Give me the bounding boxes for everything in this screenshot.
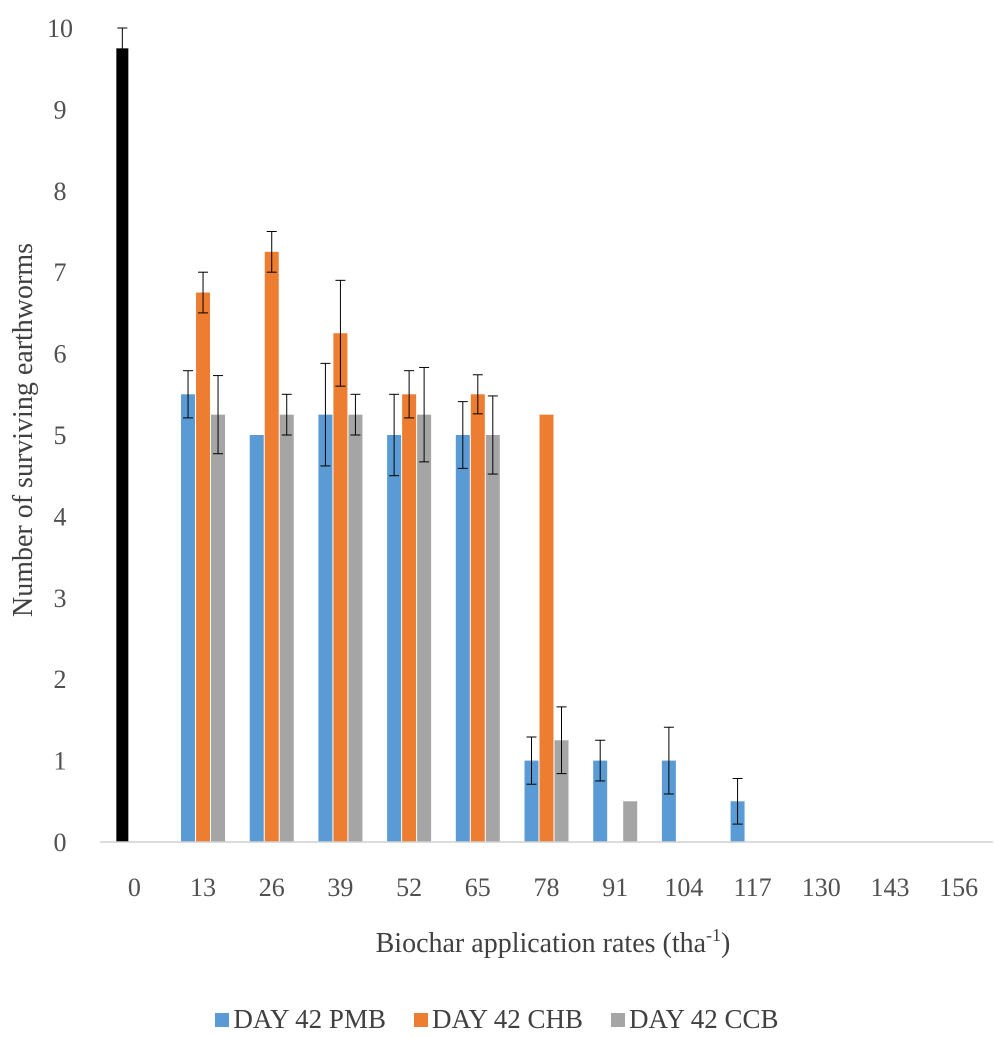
bar-s0-65 [455,435,470,842]
errorbar-s2-78 [556,706,567,775]
errorbar-s0-39 [320,362,331,467]
errorbar-s0-13 [183,370,194,419]
bars-group [116,48,745,843]
legend-swatch [215,1012,230,1027]
x-tick-label: 117 [734,873,772,902]
bar-s2-65 [485,435,500,842]
bar-s1-39 [333,333,348,842]
legend-label: DAY 42 CHB [431,1004,584,1034]
x-tick-label: 13 [190,873,216,902]
x-axis-ticks: 0 13 26 39 52 65 78 91 104 117 130 143 156 [128,873,978,902]
x-tick-label: 39 [327,873,353,902]
y-tick-label: 1 [54,747,67,776]
errorbar-s2-65 [487,395,498,475]
x-tick-label: 52 [396,873,422,902]
x-axis-title-end: ) [721,928,730,959]
errorbar-s1-26 [266,231,277,273]
bar-s2-91 [623,801,638,842]
errorbar-s2-39 [350,393,361,436]
y-tick-label: 0 [54,828,67,857]
x-tick-label: 130 [802,873,841,902]
y-tick-label: 9 [54,95,67,124]
errorbar-s2-52 [419,366,430,463]
bar-s1-52 [402,394,417,842]
x-tick-label: 143 [870,873,909,902]
y-tick-label: 4 [54,502,67,531]
bar-s0-52 [387,435,402,842]
x-axis-title-main: Biochar application rates (tha [376,928,707,959]
errorbar-s2-13 [213,375,224,455]
legend-swatch [413,1012,428,1027]
bar-s2-52 [417,414,432,842]
y-tick-label: 7 [54,258,67,287]
errorbar-s1-39 [335,279,346,387]
errorbar-s1-52 [404,370,415,419]
bar-s1-78 [539,414,554,842]
y-tick-label: 3 [54,584,67,613]
legend-item-2: DAY 42 CCB [611,1004,779,1035]
bar-s2-13 [211,414,226,842]
errorbar-s0-91 [595,739,606,782]
bar-s2-78 [554,740,569,842]
x-tick-label: 104 [664,873,703,902]
y-tick-label: 6 [54,340,67,369]
x-tick-label: 65 [465,873,491,902]
bar-s1-65 [470,394,485,842]
x-tick-label: 78 [534,873,560,902]
x-tick-label: 91 [602,873,628,902]
legend-item-0: DAY 42 PMB [215,1004,386,1035]
errorbar-control-0 [117,27,128,70]
x-tick-label: 0 [128,873,141,902]
errorbar-s0-65 [457,401,468,469]
legend-item-1: DAY 42 CHB [413,1004,584,1035]
x-axis-title-sup: -1 [706,925,721,945]
x-tick-label: 156 [939,873,978,902]
errorbar-s0-78 [526,736,537,785]
error-bars-group [117,27,743,825]
x-tick-label: 26 [259,873,285,902]
errorbar-s0-104 [663,726,674,795]
y-tick-label: 5 [54,421,67,450]
legend: DAY 42 PMB DAY 42 CHB DAY 42 CCB [0,1004,994,1035]
bar-s1-26 [264,251,279,843]
y-axis-title: Number of surviving earthworms [8,243,39,617]
y-tick-label: 2 [54,665,67,694]
bar-s0-13 [181,394,196,842]
bar-control-0 [116,48,129,843]
errorbar-s0-52 [389,393,400,477]
legend-label: DAY 42 CCB [629,1004,779,1034]
errorbar-s2-26 [281,393,292,436]
y-tick-label: 8 [54,177,67,206]
errorbar-s1-65 [472,374,483,415]
legend-label: DAY 42 PMB [233,1004,386,1034]
bar-s2-39 [348,414,363,842]
bar-s0-104 [661,760,676,842]
y-axis-ticks: 0 1 2 3 4 5 6 7 8 9 10 [47,14,73,857]
bar-s1-13 [196,292,211,842]
y-tick-label: 10 [47,14,73,43]
bar-s2-26 [279,414,294,842]
bar-s0-39 [318,414,333,842]
errorbar-s0-117 [732,778,743,825]
x-axis-title: Biochar application rates (tha-1) [376,925,731,959]
bar-s0-78 [524,760,539,842]
legend-swatch [611,1012,626,1027]
errorbar-s1-13 [198,271,209,314]
bar-s0-26 [249,435,264,842]
